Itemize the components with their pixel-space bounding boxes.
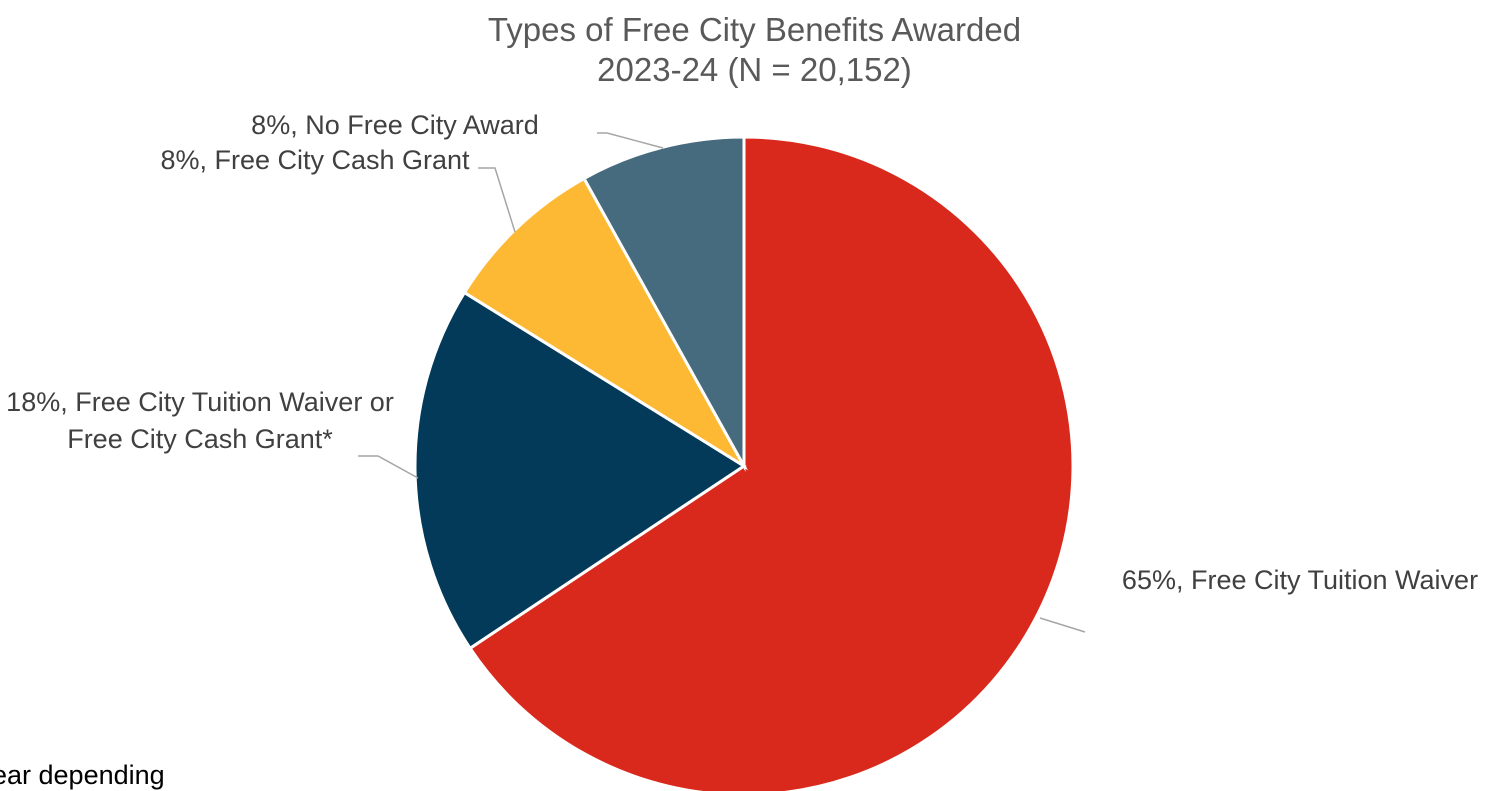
data-label: 8%, No Free City Award: [251, 110, 539, 140]
category-label: No Free City Award: [305, 110, 539, 140]
value-label: 8%: [251, 110, 291, 140]
leader-line: [478, 167, 516, 233]
category-label: Free City Tuition Waiver: [1190, 565, 1479, 595]
leader-line: [597, 132, 664, 149]
pie-slice: [462, 176, 749, 471]
data-label: 65%, Free City Tuition Waiver: [1121, 565, 1479, 595]
leader-lines: [358, 132, 1086, 633]
chart-title: Types of Free City Benefits Awarded: [487, 11, 1022, 48]
data-label: 18%, Free City Tuition Waiver or Free Ci…: [6, 387, 394, 454]
pie-slice: [413, 290, 747, 651]
category-label: Free City Tuition Waiver or Free City Ca…: [67, 387, 394, 454]
value-label: 18%: [6, 387, 61, 417]
chart-subtitle: 2023-24 (N = 20,152): [597, 51, 912, 88]
pie-slice: [468, 135, 1075, 791]
leader-line: [358, 455, 419, 479]
data-label: 8%, Free City Cash Grant: [160, 145, 470, 175]
value-label: 65%: [1121, 565, 1176, 595]
leader-line: [1039, 617, 1086, 633]
pie: [413, 135, 1075, 791]
footnote: ear depending: [0, 760, 165, 790]
category-label: Free City Cash Grant: [214, 145, 470, 175]
value-label: 8%: [160, 145, 200, 175]
